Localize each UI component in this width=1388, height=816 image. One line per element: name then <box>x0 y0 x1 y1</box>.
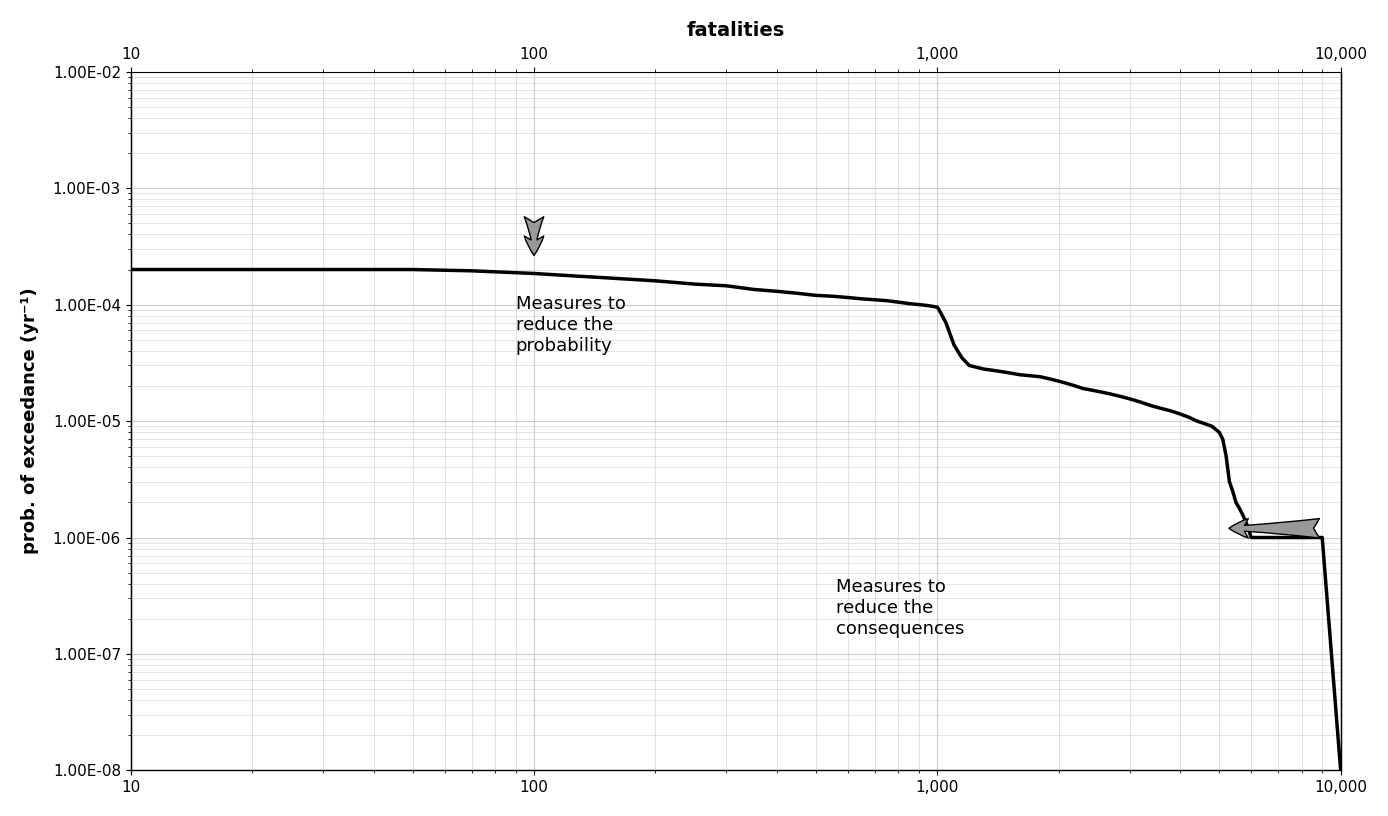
X-axis label: fatalities: fatalities <box>687 21 784 40</box>
Text: Measures to
reduce the
probability: Measures to reduce the probability <box>515 295 626 355</box>
Text: Measures to
reduce the
consequences: Measures to reduce the consequences <box>836 578 965 637</box>
Y-axis label: prob. of exceedance (yr⁻¹): prob. of exceedance (yr⁻¹) <box>21 288 39 554</box>
